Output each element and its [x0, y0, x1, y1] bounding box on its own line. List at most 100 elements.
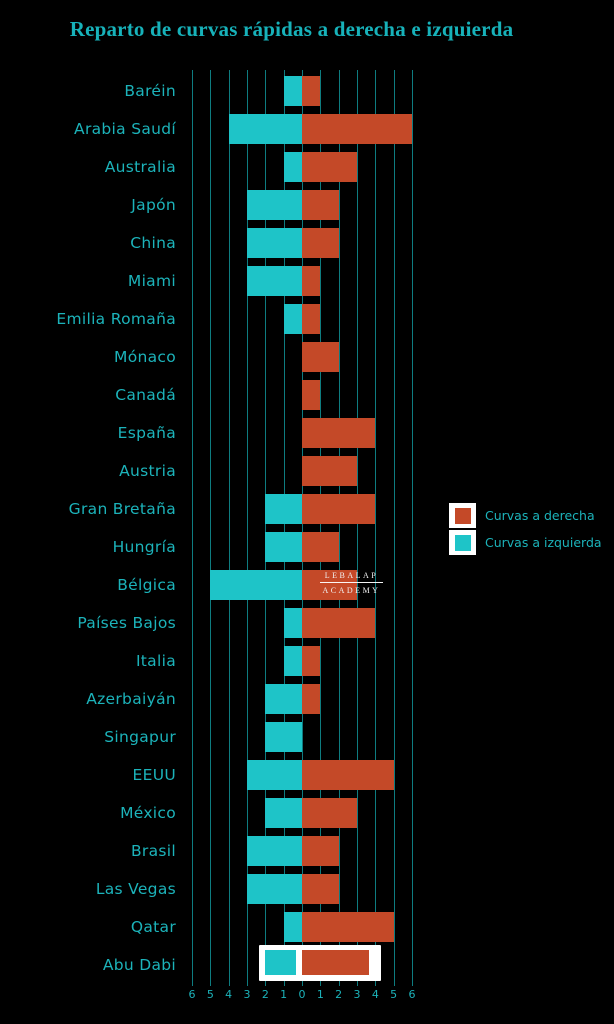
bar-derecha: [302, 684, 321, 714]
x-tick-label: 3: [353, 988, 361, 1001]
bar-derecha: [302, 342, 339, 372]
gridline: [412, 70, 413, 986]
bar-row: Mónaco: [0, 338, 614, 376]
gridline: [302, 70, 303, 986]
bar-derecha: [302, 418, 376, 448]
bar-derecha: [302, 494, 376, 524]
x-tick-label: 1: [280, 988, 288, 1001]
bar-row: Gran Bretaña: [0, 490, 614, 528]
legend-swatch-derecha-color: [454, 507, 471, 524]
bar-derecha: [302, 304, 321, 334]
x-tick-label: 6: [188, 988, 196, 1001]
category-label: Azerbaiyán: [86, 690, 176, 708]
category-label: Australia: [104, 158, 176, 176]
chart-title: Reparto de curvas rápidas a derecha e iz…: [69, 17, 514, 41]
bar-row: Canadá: [0, 376, 614, 414]
bar-izquierda: [247, 266, 302, 296]
gridline: [338, 70, 340, 986]
bar-row: EEUU: [0, 756, 614, 794]
bar-row: Emilia Romaña: [0, 300, 614, 338]
bar-izquierda: [283, 76, 302, 106]
bar-derecha: [302, 456, 357, 486]
bar-row: Singapur: [0, 718, 614, 756]
bar-derecha: [302, 836, 339, 866]
bar-derecha: [302, 380, 321, 410]
bar-derecha: [302, 570, 357, 600]
x-tick-label: 2: [261, 988, 269, 1001]
bar-izquierda: [247, 874, 302, 904]
legend-item-derecha: Curvas a derecha: [449, 503, 602, 528]
bar-izquierda: [265, 950, 296, 975]
bar-izquierda: [283, 304, 302, 334]
bar-derecha: [302, 228, 339, 258]
bar-derecha: [301, 950, 370, 975]
gridline: [283, 70, 285, 986]
legend-item-izquierda: Curvas a izquierda: [449, 530, 602, 555]
category-label: Japón: [131, 196, 176, 214]
bar-row: Arabia Saudí: [0, 110, 614, 148]
category-label: México: [120, 804, 176, 822]
bar-izquierda: [265, 722, 302, 752]
bar-derecha: [302, 152, 357, 182]
bar-row: Baréin: [0, 72, 614, 110]
x-tick-label: 4: [225, 988, 233, 1001]
x-tick-label: 5: [206, 988, 214, 1001]
category-label: Hungría: [112, 538, 176, 556]
bar-row: Brasil: [0, 832, 614, 870]
x-tick-label: 0: [298, 988, 306, 1001]
category-label: Miami: [127, 272, 176, 290]
bar-row: Japón: [0, 186, 614, 224]
bar-derecha: [302, 874, 339, 904]
bar-izquierda: [265, 684, 302, 714]
category-label: Austria: [119, 462, 176, 480]
bar-izquierda: [265, 494, 302, 524]
watermark-line2: ACADEMY: [320, 582, 383, 596]
x-tick-label: 3: [243, 988, 251, 1001]
watermark: LEBALAP ACADEMY: [320, 570, 383, 596]
bar-izquierda: [247, 836, 302, 866]
bar-izquierda: [247, 228, 302, 258]
legend-swatch-derecha: [449, 503, 476, 528]
x-tick-label: 1: [316, 988, 324, 1001]
bar-row: Azerbaiyán: [0, 680, 614, 718]
legend-label-izquierda: Curvas a izquierda: [485, 535, 602, 550]
x-tick-label: 5: [390, 988, 398, 1001]
watermark-line1: LEBALAP: [324, 571, 379, 580]
x-tick-label: 2: [335, 988, 343, 1001]
bar-izquierda: [265, 798, 302, 828]
category-label: Qatar: [130, 918, 176, 936]
category-label: España: [117, 424, 176, 442]
bar-row: Las Vegas: [0, 870, 614, 908]
bar-row: México: [0, 794, 614, 832]
bar-derecha: [302, 76, 321, 106]
category-label: Canadá: [115, 386, 176, 404]
bar-derecha: [302, 798, 357, 828]
category-label: Las Vegas: [95, 880, 176, 898]
bar-derecha: [302, 646, 321, 676]
gridline: [210, 70, 212, 986]
category-label: Italia: [135, 652, 176, 670]
bar-row: Qatar: [0, 908, 614, 946]
bar-row: Australia: [0, 148, 614, 186]
bar-derecha: [302, 760, 394, 790]
bar-derecha: [302, 608, 376, 638]
legend-swatch-izquierda-color: [454, 534, 471, 551]
category-label: Singapur: [104, 728, 176, 746]
bar-row: Países Bajos: [0, 604, 614, 642]
category-label: Baréin: [124, 82, 176, 100]
bar-row: Italia: [0, 642, 614, 680]
gridline: [192, 70, 193, 986]
category-label: Emilia Romaña: [56, 310, 176, 328]
bar-row: España: [0, 414, 614, 452]
category-label: EEUU: [132, 766, 176, 784]
legend-swatch-izquierda: [449, 530, 476, 555]
gridline: [265, 70, 267, 986]
bar-derecha: [302, 266, 321, 296]
bar-izquierda: [228, 114, 302, 144]
bar-izquierda: [283, 646, 302, 676]
bar-izquierda: [283, 152, 302, 182]
bar-row: Abu Dabi: [0, 945, 614, 984]
bar-row: Hungría: [0, 528, 614, 566]
